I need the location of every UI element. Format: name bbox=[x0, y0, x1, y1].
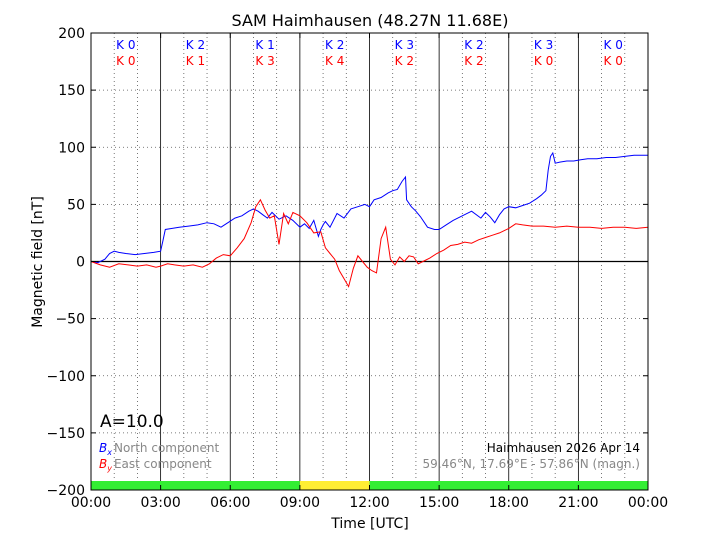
series-layer bbox=[90, 151, 649, 288]
legend-by-sub: y bbox=[106, 464, 112, 473]
k-index-label: K 0 bbox=[604, 38, 623, 52]
k-index-label: K 3 bbox=[534, 38, 553, 52]
series-line-bx bbox=[90, 151, 648, 264]
legend-bx-label: North component bbox=[114, 441, 220, 455]
y-tick-label: −200 bbox=[47, 483, 85, 499]
k-index-label: K 2 bbox=[186, 38, 205, 52]
x-tick-label: 18:00 bbox=[489, 495, 529, 511]
status-segment bbox=[91, 481, 300, 490]
k-index-label: K 4 bbox=[325, 54, 344, 68]
k-index-label: K 2 bbox=[325, 38, 344, 52]
x-axis: 00:00 03:00 06:00 09:00 12:00 15:00 18:00 21:00… bbox=[71, 33, 668, 511]
legend-bx: Bx North component bbox=[99, 441, 220, 457]
a-index: A=10.0 bbox=[100, 412, 164, 432]
y-tick-label: 150 bbox=[58, 83, 85, 99]
k-index-label: K 0 bbox=[116, 38, 135, 52]
status-segment bbox=[299, 481, 370, 490]
x-tick-label: 03:00 bbox=[140, 495, 180, 511]
x-tick-label: 00:00 bbox=[628, 495, 668, 511]
y-tick-label: 50 bbox=[67, 197, 85, 213]
y-tick-label: −100 bbox=[47, 369, 85, 385]
y-axis: 200 150 100 50 0 −50 −100 −150 −200 bbox=[47, 26, 648, 499]
k-index-label: K 1 bbox=[186, 54, 205, 68]
y-tick-label: −50 bbox=[55, 312, 85, 328]
y-tick-label: 0 bbox=[76, 255, 85, 271]
y-axis-label: Magnetic field [nT] bbox=[30, 196, 46, 328]
x-tick-label: 09:00 bbox=[280, 495, 320, 511]
chart-grid bbox=[91, 33, 648, 490]
x-tick-label: 21:00 bbox=[558, 495, 598, 511]
info-station-date: Haimhausen 2026 Apr 14 bbox=[487, 441, 640, 455]
x-axis-label: Time [UTC] bbox=[330, 516, 408, 532]
k-index-label: K 0 bbox=[116, 54, 135, 68]
y-tick-label: −150 bbox=[47, 426, 85, 442]
k-index-label: K 1 bbox=[255, 38, 274, 52]
k-index-label: K 0 bbox=[534, 54, 553, 68]
x-tick-label: 15:00 bbox=[419, 495, 459, 511]
k-index-label: K 2 bbox=[395, 54, 414, 68]
x-tick-label: 06:00 bbox=[210, 495, 250, 511]
k-index-label: K 2 bbox=[464, 38, 483, 52]
k-index-label: K 3 bbox=[395, 38, 414, 52]
k-index-label: K 0 bbox=[604, 54, 623, 68]
legend: Bx North component By East component bbox=[99, 441, 220, 473]
y-tick-label: 200 bbox=[58, 26, 85, 42]
legend-bx-sub: x bbox=[106, 448, 112, 457]
chart-title: SAM Haimhausen (48.27N 11.68E) bbox=[232, 11, 509, 30]
y-tick-label: 100 bbox=[58, 140, 85, 156]
k-index-labels: K 0 K 2 K 1 K 2 K 3 K 2 K 3 K 0 K 0 K 1 K 3 K 4 K 2 K… bbox=[116, 38, 623, 68]
x-tick-label: 00:00 bbox=[71, 495, 111, 511]
k-index-label: K 3 bbox=[255, 54, 274, 68]
x-tick-label: 12:00 bbox=[349, 495, 389, 511]
legend-by-symbol: B bbox=[99, 457, 107, 471]
legend-bx-symbol: B bbox=[99, 441, 107, 455]
legend-by: By East component bbox=[99, 457, 212, 473]
series-line-by bbox=[90, 198, 649, 288]
k-index-label: K 2 bbox=[464, 54, 483, 68]
legend-by-label: East component bbox=[114, 457, 212, 471]
info-coordinates: 59.46°N, 17.69°E - 57.86°N (magn.) bbox=[423, 457, 640, 471]
